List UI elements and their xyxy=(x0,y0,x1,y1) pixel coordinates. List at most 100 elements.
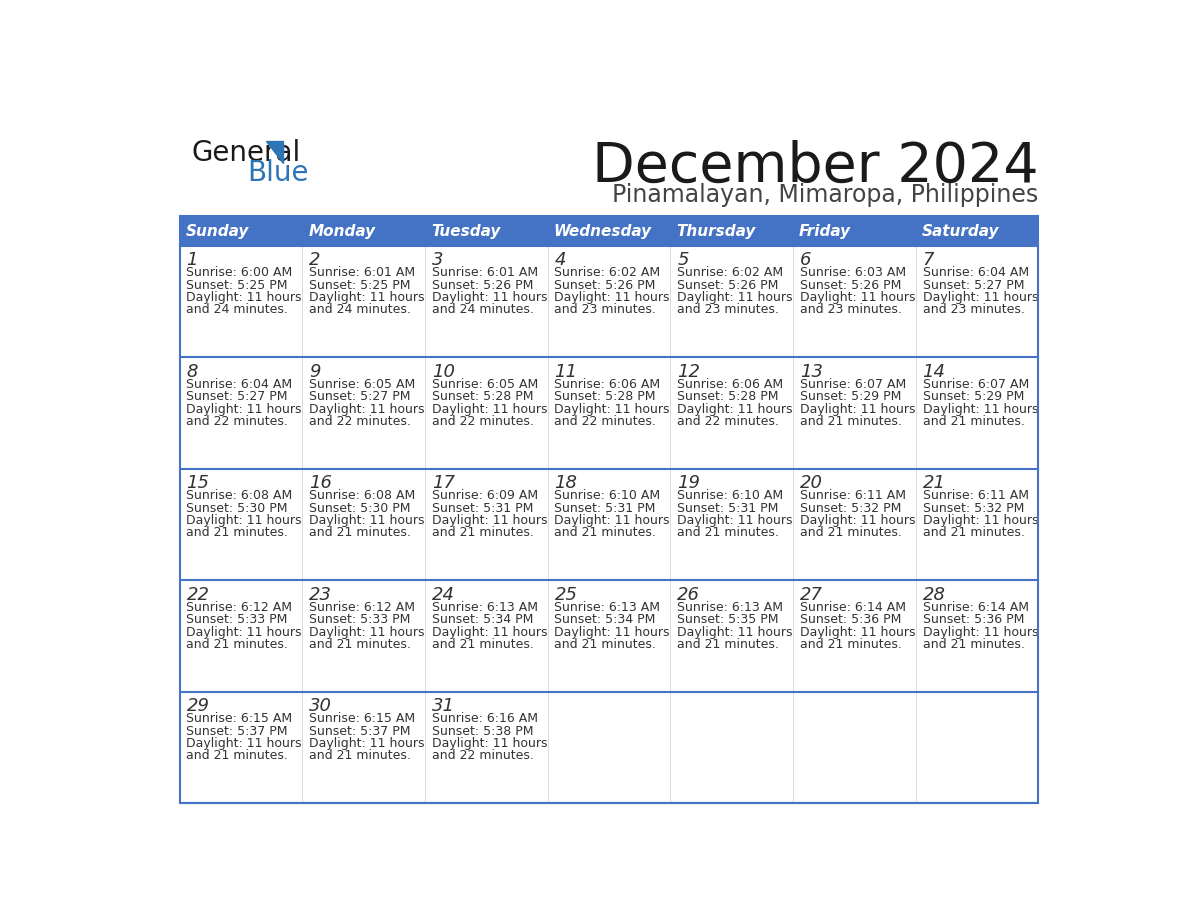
Text: Friday: Friday xyxy=(800,224,851,239)
Bar xyxy=(302,217,425,246)
Bar xyxy=(302,469,425,580)
Text: Daylight: 11 hours: Daylight: 11 hours xyxy=(187,514,302,527)
Text: and 21 minutes.: and 21 minutes. xyxy=(309,749,411,763)
Bar xyxy=(548,217,670,246)
Bar xyxy=(670,246,792,357)
Text: 17: 17 xyxy=(431,474,455,492)
Text: Sunrise: 6:14 AM: Sunrise: 6:14 AM xyxy=(800,601,905,614)
Text: 8: 8 xyxy=(187,363,198,381)
Text: Sunrise: 6:15 AM: Sunrise: 6:15 AM xyxy=(187,712,292,725)
Text: Daylight: 11 hours: Daylight: 11 hours xyxy=(923,625,1038,639)
Bar xyxy=(179,217,1038,803)
Text: and 24 minutes.: and 24 minutes. xyxy=(187,304,289,317)
Text: Daylight: 11 hours: Daylight: 11 hours xyxy=(555,403,670,416)
Text: 15: 15 xyxy=(187,474,209,492)
Text: Sunset: 5:26 PM: Sunset: 5:26 PM xyxy=(431,279,533,292)
Text: Sunrise: 6:05 AM: Sunrise: 6:05 AM xyxy=(309,378,416,391)
Text: Blue: Blue xyxy=(247,160,309,187)
Text: Daylight: 11 hours: Daylight: 11 hours xyxy=(800,291,915,304)
Text: and 23 minutes.: and 23 minutes. xyxy=(800,304,902,317)
Text: 28: 28 xyxy=(923,586,946,603)
Text: Tuesday: Tuesday xyxy=(431,224,500,239)
Text: Sunrise: 6:13 AM: Sunrise: 6:13 AM xyxy=(431,601,538,614)
Bar xyxy=(425,217,548,246)
Text: Daylight: 11 hours: Daylight: 11 hours xyxy=(187,403,302,416)
Text: and 21 minutes.: and 21 minutes. xyxy=(309,526,411,540)
Bar xyxy=(425,357,548,469)
Text: Sunrise: 6:12 AM: Sunrise: 6:12 AM xyxy=(309,601,415,614)
Text: Sunset: 5:27 PM: Sunset: 5:27 PM xyxy=(923,279,1024,292)
Text: 13: 13 xyxy=(800,363,823,381)
Text: 29: 29 xyxy=(187,697,209,715)
Text: Daylight: 11 hours: Daylight: 11 hours xyxy=(677,514,792,527)
Text: and 22 minutes.: and 22 minutes. xyxy=(187,415,289,428)
Text: 30: 30 xyxy=(309,697,333,715)
Text: Thursday: Thursday xyxy=(676,224,756,239)
Text: 25: 25 xyxy=(555,586,577,603)
Bar xyxy=(916,246,1038,357)
Text: Sunrise: 6:04 AM: Sunrise: 6:04 AM xyxy=(923,266,1029,279)
Text: and 24 minutes.: and 24 minutes. xyxy=(431,304,533,317)
Bar xyxy=(792,469,916,580)
Text: 7: 7 xyxy=(923,251,934,269)
Text: Sunrise: 6:03 AM: Sunrise: 6:03 AM xyxy=(800,266,906,279)
Text: Saturday: Saturday xyxy=(922,224,999,239)
Bar xyxy=(425,580,548,691)
Bar xyxy=(670,217,792,246)
Bar xyxy=(792,246,916,357)
Text: Sunset: 5:37 PM: Sunset: 5:37 PM xyxy=(309,725,411,738)
Text: Sunrise: 6:11 AM: Sunrise: 6:11 AM xyxy=(923,489,1029,502)
Bar xyxy=(425,691,548,803)
Text: Sunset: 5:28 PM: Sunset: 5:28 PM xyxy=(677,390,778,403)
Text: 6: 6 xyxy=(800,251,811,269)
Text: Wednesday: Wednesday xyxy=(554,224,652,239)
Text: and 21 minutes.: and 21 minutes. xyxy=(677,526,779,540)
Bar xyxy=(179,580,302,691)
Bar xyxy=(916,469,1038,580)
Bar xyxy=(670,357,792,469)
Text: Sunrise: 6:02 AM: Sunrise: 6:02 AM xyxy=(677,266,783,279)
Text: Daylight: 11 hours: Daylight: 11 hours xyxy=(923,403,1038,416)
Bar xyxy=(916,691,1038,803)
Text: Sunrise: 6:05 AM: Sunrise: 6:05 AM xyxy=(431,378,538,391)
Text: and 21 minutes.: and 21 minutes. xyxy=(555,638,656,651)
Text: Sunrise: 6:15 AM: Sunrise: 6:15 AM xyxy=(309,712,416,725)
Text: Sunset: 5:25 PM: Sunset: 5:25 PM xyxy=(187,279,287,292)
Bar xyxy=(302,580,425,691)
Text: and 22 minutes.: and 22 minutes. xyxy=(555,415,656,428)
Text: Sunrise: 6:00 AM: Sunrise: 6:00 AM xyxy=(187,266,292,279)
Text: Daylight: 11 hours: Daylight: 11 hours xyxy=(309,403,424,416)
Text: Daylight: 11 hours: Daylight: 11 hours xyxy=(431,291,548,304)
Text: 10: 10 xyxy=(431,363,455,381)
Text: 9: 9 xyxy=(309,363,321,381)
Text: Sunset: 5:26 PM: Sunset: 5:26 PM xyxy=(800,279,902,292)
Text: Daylight: 11 hours: Daylight: 11 hours xyxy=(431,403,548,416)
Text: Sunset: 5:32 PM: Sunset: 5:32 PM xyxy=(800,502,902,515)
Text: Sunset: 5:32 PM: Sunset: 5:32 PM xyxy=(923,502,1024,515)
Text: and 22 minutes.: and 22 minutes. xyxy=(309,415,411,428)
Text: Sunset: 5:29 PM: Sunset: 5:29 PM xyxy=(800,390,902,403)
Text: Daylight: 11 hours: Daylight: 11 hours xyxy=(677,625,792,639)
Text: and 21 minutes.: and 21 minutes. xyxy=(187,638,289,651)
Text: Sunrise: 6:10 AM: Sunrise: 6:10 AM xyxy=(555,489,661,502)
Text: Sunset: 5:25 PM: Sunset: 5:25 PM xyxy=(309,279,411,292)
Text: Sunset: 5:31 PM: Sunset: 5:31 PM xyxy=(555,502,656,515)
Text: Daylight: 11 hours: Daylight: 11 hours xyxy=(431,625,548,639)
Text: Daylight: 11 hours: Daylight: 11 hours xyxy=(431,737,548,750)
Text: Daylight: 11 hours: Daylight: 11 hours xyxy=(555,625,670,639)
Text: 31: 31 xyxy=(431,697,455,715)
Text: 5: 5 xyxy=(677,251,689,269)
Text: 19: 19 xyxy=(677,474,700,492)
Text: and 21 minutes.: and 21 minutes. xyxy=(187,526,289,540)
Bar xyxy=(548,357,670,469)
Text: Sunrise: 6:06 AM: Sunrise: 6:06 AM xyxy=(555,378,661,391)
Text: Sunset: 5:28 PM: Sunset: 5:28 PM xyxy=(431,390,533,403)
Text: and 21 minutes.: and 21 minutes. xyxy=(431,526,533,540)
Text: Sunrise: 6:07 AM: Sunrise: 6:07 AM xyxy=(800,378,906,391)
Text: and 21 minutes.: and 21 minutes. xyxy=(923,526,1024,540)
Text: Sunset: 5:31 PM: Sunset: 5:31 PM xyxy=(677,502,778,515)
Bar xyxy=(792,217,916,246)
Text: Sunrise: 6:11 AM: Sunrise: 6:11 AM xyxy=(800,489,905,502)
Text: Sunset: 5:28 PM: Sunset: 5:28 PM xyxy=(555,390,656,403)
Text: and 22 minutes.: and 22 minutes. xyxy=(677,415,779,428)
